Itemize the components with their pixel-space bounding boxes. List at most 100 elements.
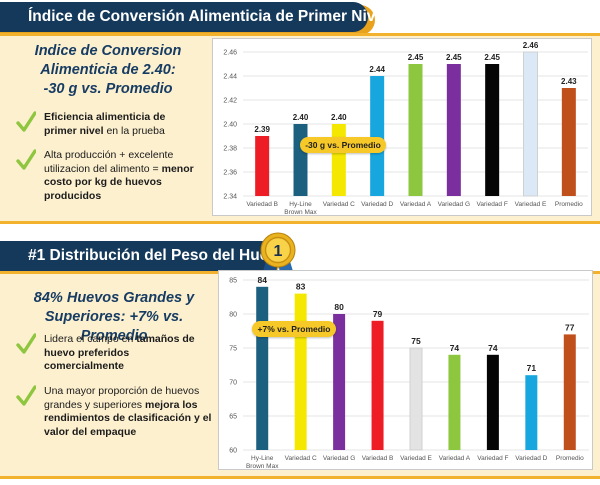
x-tick-label: Variedad B bbox=[362, 455, 394, 462]
data-label: 84 bbox=[257, 275, 267, 285]
x-tick-label: Promedio bbox=[555, 201, 583, 208]
bar bbox=[371, 320, 384, 450]
x-tick-label: Promedio bbox=[556, 455, 584, 462]
data-label: 2.45 bbox=[446, 53, 462, 62]
data-label: 2.44 bbox=[369, 65, 385, 74]
section2-bullet-2-bold: mejora los rendimientos de clasificación… bbox=[44, 398, 212, 438]
section2-bullet-1-pre: Lidera el campo en bbox=[44, 333, 137, 345]
section2-headline: 84% Huevos Grandes y Superiores: +7% vs.… bbox=[14, 289, 214, 346]
bar bbox=[486, 354, 499, 450]
bar bbox=[448, 354, 461, 450]
y-tick-label: 2.38 bbox=[223, 146, 237, 153]
section1-pill: -30 g vs. Promedio bbox=[300, 137, 386, 153]
x-tick-label: Variedad F bbox=[477, 201, 508, 208]
bar bbox=[255, 136, 270, 196]
check-icon bbox=[16, 111, 36, 132]
y-tick-label: 2.40 bbox=[223, 122, 237, 129]
x-tick-label: Variedad A bbox=[439, 455, 471, 462]
bar bbox=[409, 347, 423, 451]
y-tick-label: 80 bbox=[229, 312, 237, 319]
x-tick-label: Variedad E bbox=[400, 455, 432, 462]
y-tick-label: 75 bbox=[229, 346, 237, 353]
bar bbox=[408, 64, 423, 196]
chart2-box: 60 65 70 75 80 85 84 Hy-Line Brown Max 83 Variedad… bbox=[218, 270, 593, 470]
section2-bullet-2: Una mayor proporción de huevos grandes y… bbox=[16, 385, 212, 439]
data-label: 2.40 bbox=[331, 113, 347, 122]
bar bbox=[370, 76, 385, 196]
data-label: 2.43 bbox=[561, 77, 577, 86]
section1-bullet-1: Eficiencia alimenticia de primer nivel e… bbox=[16, 111, 184, 138]
section2-bullet-1-bold: tamaños de huevo preferidos comercialmen… bbox=[44, 333, 195, 372]
y-tick-label: 2.46 bbox=[223, 50, 237, 57]
section1-headline-line2: Alimenticia de 2.40: bbox=[40, 62, 176, 78]
data-label: 80 bbox=[334, 302, 344, 312]
y-tick-label: 2.34 bbox=[223, 194, 237, 201]
check-icon bbox=[16, 385, 36, 406]
section1-bullet-1-rest: en la prueba bbox=[103, 124, 165, 137]
data-label: 77 bbox=[565, 322, 575, 332]
section2-bullet-1: Lidera el campo en tamaños de huevo pref… bbox=[16, 333, 204, 374]
data-label: 75 bbox=[411, 336, 421, 346]
section2-headline-line1: 84% Huevos Grandes y bbox=[33, 290, 195, 306]
y-tick-label: 60 bbox=[229, 448, 237, 455]
section1-headline-line3: -30 g vs. Promedio bbox=[43, 81, 173, 97]
bar bbox=[331, 124, 346, 196]
y-tick-label: 65 bbox=[229, 414, 237, 421]
feed-conversion-chart: 2.34 2.36 2.38 2.40 2.42 2.44 2.46 2.39 Variedad… bbox=[223, 41, 588, 216]
bar bbox=[525, 375, 538, 450]
bar bbox=[561, 88, 576, 196]
y-tick-label: 85 bbox=[229, 278, 237, 285]
section1-banner: Índice de Conversión Alimenticia de Prim… bbox=[0, 2, 388, 32]
check-icon bbox=[16, 333, 36, 354]
section2-headline-line2: Superiores: +7% vs. Promedio bbox=[44, 309, 184, 344]
section1-bullet-1-bold: Eficiencia alimenticia de primer nivel bbox=[44, 111, 166, 137]
data-label: 71 bbox=[527, 363, 537, 373]
bar bbox=[293, 124, 308, 196]
x-tick-label: Hy-Line bbox=[251, 455, 274, 462]
data-label: 2.46 bbox=[523, 41, 539, 50]
x-tick-label: Brown Max bbox=[284, 209, 317, 216]
x-tick-label: Variedad C bbox=[323, 201, 355, 208]
bar bbox=[523, 51, 538, 197]
x-tick-label: Hy-Line bbox=[289, 201, 312, 208]
x-tick-label: Brown Max bbox=[246, 463, 279, 470]
data-label: 2.45 bbox=[408, 53, 424, 62]
bar bbox=[563, 334, 576, 450]
section1-bullet-2: Alta producción + excelente utilizacion … bbox=[16, 149, 194, 203]
data-label: 74 bbox=[488, 343, 498, 353]
bar bbox=[294, 293, 307, 450]
section2-banner: #1 Distribución del Peso del Huevo bbox=[0, 241, 286, 271]
x-tick-label: Variedad D bbox=[361, 201, 393, 208]
medal-icon: 1 bbox=[260, 232, 296, 279]
data-label: 2.40 bbox=[293, 113, 309, 122]
x-tick-label: Variedad G bbox=[438, 201, 470, 208]
data-label: 2.39 bbox=[254, 125, 270, 134]
y-tick-label: 70 bbox=[229, 380, 237, 387]
section1-headline: Indice de Conversion Alimenticia de 2.40… bbox=[24, 42, 192, 99]
y-tick-label: 2.42 bbox=[223, 98, 237, 105]
x-tick-label: Variedad E bbox=[515, 201, 547, 208]
bar bbox=[333, 314, 346, 450]
section2-pill: +7% vs. Promedio bbox=[252, 321, 336, 337]
section1-headline-line1: Indice de Conversion bbox=[34, 43, 182, 59]
section1-bullet-2-pre: Alta producción + excelente utilizacion … bbox=[44, 149, 174, 175]
data-label: 2.45 bbox=[484, 53, 500, 62]
y-tick-label: 2.36 bbox=[223, 170, 237, 177]
x-tick-label: Variedad G bbox=[323, 455, 355, 462]
x-tick-label: Variedad F bbox=[477, 455, 508, 462]
x-tick-label: Variedad B bbox=[246, 201, 278, 208]
check-icon bbox=[16, 149, 36, 170]
data-label: 83 bbox=[296, 282, 306, 292]
y-tick-label: 2.44 bbox=[223, 74, 237, 81]
x-tick-label: Variedad A bbox=[400, 201, 432, 208]
medal-number: 1 bbox=[274, 243, 283, 260]
bar bbox=[446, 64, 461, 196]
section1-bullet-2-bold: menor costo por kg de huevos producidos bbox=[44, 162, 194, 202]
x-tick-label: Variedad C bbox=[285, 455, 317, 462]
section2-bullet-2-pre: Una mayor proporción de huevos grandes y… bbox=[44, 385, 200, 411]
x-tick-label: Variedad D bbox=[515, 455, 547, 462]
bar bbox=[256, 286, 269, 450]
data-label: 74 bbox=[450, 343, 460, 353]
bar bbox=[485, 64, 500, 196]
